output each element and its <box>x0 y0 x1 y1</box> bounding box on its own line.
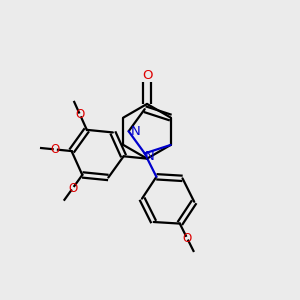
Text: O: O <box>182 232 192 245</box>
Text: O: O <box>51 143 60 156</box>
Text: O: O <box>76 108 85 122</box>
Text: O: O <box>68 182 77 195</box>
Text: N: N <box>145 150 155 163</box>
Text: O: O <box>142 69 152 82</box>
Text: N: N <box>130 125 140 138</box>
